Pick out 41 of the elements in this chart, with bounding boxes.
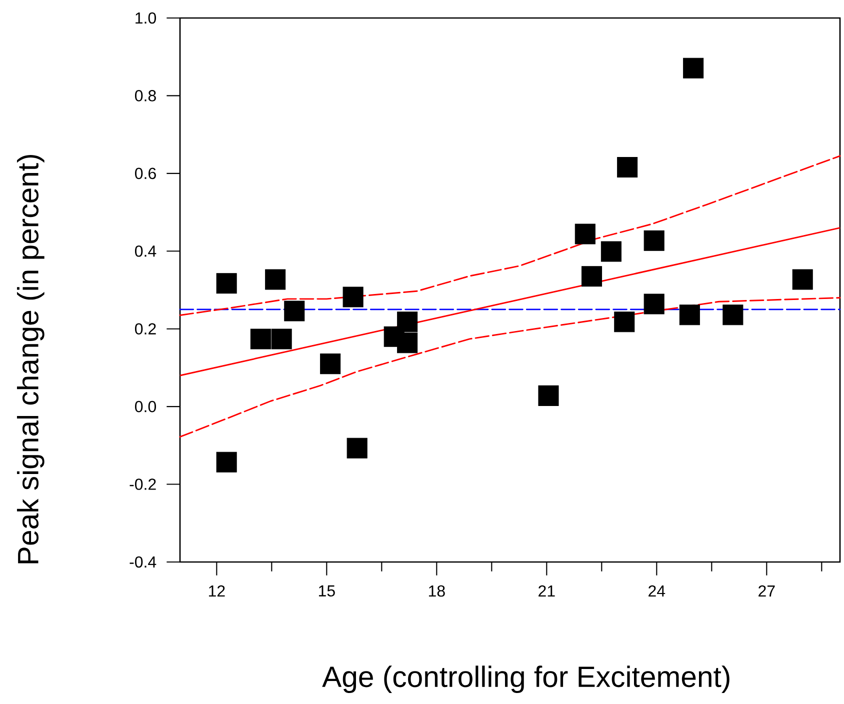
y-tick-label: -0.4	[130, 556, 156, 568]
x-axis-title: Age (controlling for Excitement)	[322, 666, 730, 693]
point	[216, 273, 237, 294]
point	[574, 224, 596, 244]
point	[600, 241, 622, 262]
y-tick-label: 0.2	[135, 323, 156, 335]
point	[265, 269, 286, 290]
point	[397, 312, 418, 332]
x-tick-label: 12	[208, 585, 225, 597]
y-axis-title: Peak signal change (in percent)	[16, 154, 44, 564]
point	[644, 230, 664, 251]
line-series	[179, 297, 841, 438]
x-tick-label: 24	[648, 585, 666, 597]
y-tick-label: 0.6	[135, 168, 156, 180]
point	[644, 294, 664, 314]
y-tick-label: 0.8	[135, 90, 156, 102]
y-tick-label: 0.4	[135, 245, 156, 257]
point	[346, 438, 368, 458]
point	[250, 328, 271, 350]
point	[342, 286, 364, 308]
point	[792, 269, 813, 290]
point	[683, 58, 704, 78]
y-tick-label: -0.2	[130, 478, 156, 490]
x-tick-label: 18	[428, 585, 445, 597]
point	[284, 300, 305, 322]
y-tick-label: 0.0	[135, 400, 156, 412]
point	[397, 332, 418, 354]
x-tick-label: 21	[538, 585, 555, 597]
point	[679, 304, 700, 326]
point	[216, 452, 237, 472]
x-tick-label: 27	[758, 585, 775, 597]
point	[538, 385, 559, 406]
point	[320, 354, 341, 374]
point	[722, 304, 744, 326]
point	[271, 328, 292, 350]
x-tick-label: 15	[318, 585, 335, 597]
line-series	[179, 155, 841, 316]
point	[581, 266, 602, 287]
point	[617, 156, 638, 178]
point	[614, 312, 635, 332]
y-tick-label: 1.0	[136, 12, 156, 24]
